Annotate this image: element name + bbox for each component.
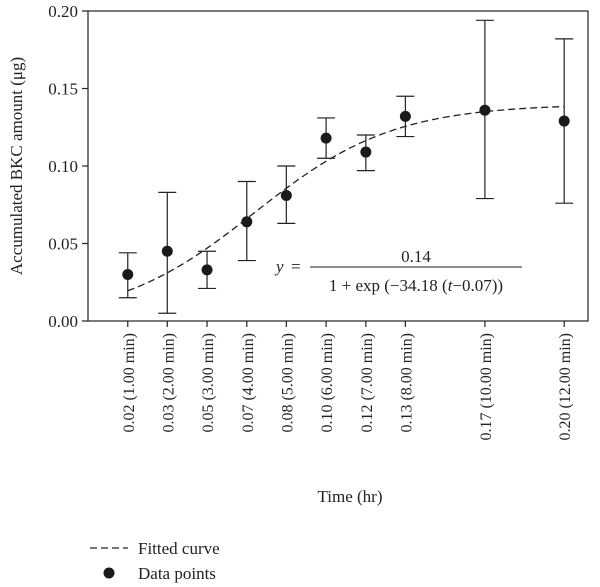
data-point xyxy=(280,189,292,201)
fit-equation: y = 0.14 1 + exp (−34.18 (t−0.07)) xyxy=(274,247,522,295)
legend-data-points-label: Data points xyxy=(138,564,216,583)
equation-equals: = xyxy=(291,257,301,276)
y-axis-label: Accumulated BKC amount (μg) xyxy=(7,57,26,275)
y-tick-label: 0.20 xyxy=(48,2,78,21)
data-points xyxy=(122,104,570,280)
x-axis: 0.02 (1.00 min) 0.03 (2.00 min) 0.05 (3.00… xyxy=(121,321,574,441)
data-point xyxy=(161,245,173,257)
y-tick-label: 0.10 xyxy=(48,157,78,176)
y-tick-label: 0.15 xyxy=(48,80,78,99)
data-point xyxy=(558,115,570,127)
x-tick-label: 0.20 (12.00 min) xyxy=(557,333,574,441)
x-tick-label: 0.03 (2.00 min) xyxy=(160,333,177,433)
x-tick-label: 0.13 (8.00 min) xyxy=(398,333,415,433)
data-point xyxy=(320,132,332,144)
x-axis-label: Time (hr) xyxy=(317,487,382,506)
y-tick-label: 0.00 xyxy=(48,312,78,331)
y-axis: 0.00 0.05 0.10 0.15 0.20 xyxy=(48,2,88,331)
data-point xyxy=(360,146,372,158)
legend: Fitted curve Data points xyxy=(90,539,220,583)
x-tick-label: 0.10 (6.00 min) xyxy=(319,333,336,433)
equation-denominator: 1 + exp (−34.18 (t−0.07)) xyxy=(329,276,503,295)
x-tick-label: 0.05 (3.00 min) xyxy=(200,333,217,433)
data-point xyxy=(122,269,134,280)
fitted-curve xyxy=(127,105,565,292)
equation-lhs: y xyxy=(274,257,284,276)
legend-data-points-swatch xyxy=(103,567,115,579)
x-tick-label: 0.02 (1.00 min) xyxy=(121,333,138,433)
data-point xyxy=(241,216,253,228)
equation-numerator: 0.14 xyxy=(401,247,431,266)
data-point xyxy=(479,104,491,116)
x-tick-label: 0.07 (4.00 min) xyxy=(240,333,257,433)
error-bars xyxy=(118,19,574,314)
x-tick-label: 0.17 (10.00 min) xyxy=(478,333,495,441)
data-point xyxy=(201,264,213,276)
data-point xyxy=(399,110,411,122)
y-tick-label: 0.05 xyxy=(48,235,78,254)
x-tick-label: 0.08 (5.00 min) xyxy=(279,333,296,433)
x-tick-label: 0.12 (7.00 min) xyxy=(359,333,376,433)
legend-fitted-curve-label: Fitted curve xyxy=(138,539,220,558)
